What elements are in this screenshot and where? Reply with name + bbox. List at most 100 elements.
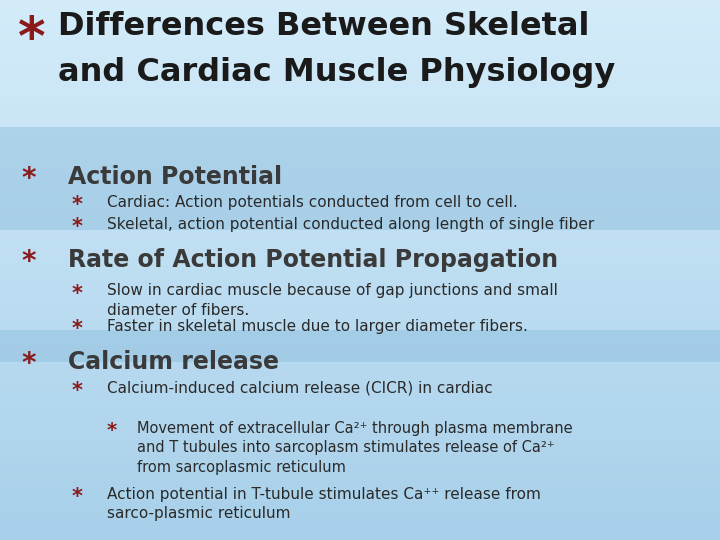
Bar [0,526,720,529]
Bar [0,421,720,424]
Bar [0,373,720,375]
Bar [0,86,720,89]
Bar [0,227,720,229]
Bar [0,529,720,532]
Bar [0,76,720,78]
Bar [0,178,720,181]
Bar [0,359,720,362]
Bar [0,486,720,489]
Bar [0,518,720,521]
Bar [0,491,720,494]
Bar [0,297,720,300]
Bar [0,246,720,248]
Text: Differences Between Skeletal: Differences Between Skeletal [58,11,589,42]
Bar [0,194,720,197]
Bar [0,92,720,94]
Bar [0,265,720,267]
Bar [0,267,720,270]
Bar [0,381,720,383]
Bar [0,224,720,227]
Bar [0,273,720,275]
Bar [0,516,720,518]
Bar [0,535,720,537]
Bar [0,313,720,316]
Bar [0,521,720,524]
Bar [0,27,720,30]
Bar [0,397,720,400]
Bar [0,49,720,51]
Bar [0,232,720,235]
Bar [0,292,720,294]
Bar [0,62,720,65]
Bar [0,386,720,389]
Bar [0,100,720,103]
Bar [0,208,720,211]
Bar [0,216,720,219]
Bar [0,148,720,151]
Bar [0,113,720,116]
Bar [0,111,720,113]
Bar [0,262,720,265]
Bar [0,138,720,140]
Bar [0,332,720,335]
Bar [0,248,720,251]
Bar [0,348,720,351]
Bar [0,46,720,49]
Text: *: * [72,195,83,215]
Text: Faster in skeletal muscle due to larger diameter fibers.: Faster in skeletal muscle due to larger … [107,319,528,334]
Text: Cardiac: Action potentials conducted from cell to cell.: Cardiac: Action potentials conducted fro… [107,195,517,211]
Bar [0,127,720,130]
Bar [0,389,720,392]
Bar [0,483,720,486]
Text: *: * [18,14,45,65]
Bar [0,251,720,254]
Bar [0,305,720,308]
Bar [0,103,720,105]
Bar [0,35,720,38]
Bar [0,73,720,76]
Bar [0,70,720,73]
Text: *: * [22,248,36,276]
Bar [0,537,720,540]
Bar [0,57,720,59]
Bar [0,275,720,278]
Bar [0,167,720,170]
Bar [0,402,720,405]
Bar [0,510,720,513]
Bar [0,472,720,475]
Bar [0,286,720,289]
Bar [0,22,720,24]
Bar [0,435,720,437]
Bar [0,54,720,57]
Bar [0,370,720,373]
Bar [0,181,720,184]
Bar [0,364,720,367]
Text: *: * [72,381,83,401]
Bar [0,240,720,243]
Bar [0,173,720,176]
Bar [0,432,720,435]
Text: and Cardiac Muscle Physiology: and Cardiac Muscle Physiology [58,57,615,87]
Bar [0,0,720,3]
Text: Rate of Action Potential Propagation: Rate of Action Potential Propagation [68,248,559,272]
Bar [0,302,720,305]
Bar [0,146,720,148]
Bar [0,40,720,43]
Bar [0,38,720,40]
Bar [0,259,720,262]
Bar [0,270,720,273]
Bar [0,470,720,472]
Bar [0,408,720,410]
Bar [0,446,720,448]
Bar [0,197,720,200]
Bar [0,284,720,286]
Bar [0,165,720,167]
Bar [0,424,720,427]
Bar [0,192,720,194]
Bar [0,157,720,159]
Bar [0,8,720,11]
Bar [0,243,720,246]
Bar [0,230,720,232]
Text: *: * [22,165,36,193]
Bar [0,440,720,443]
